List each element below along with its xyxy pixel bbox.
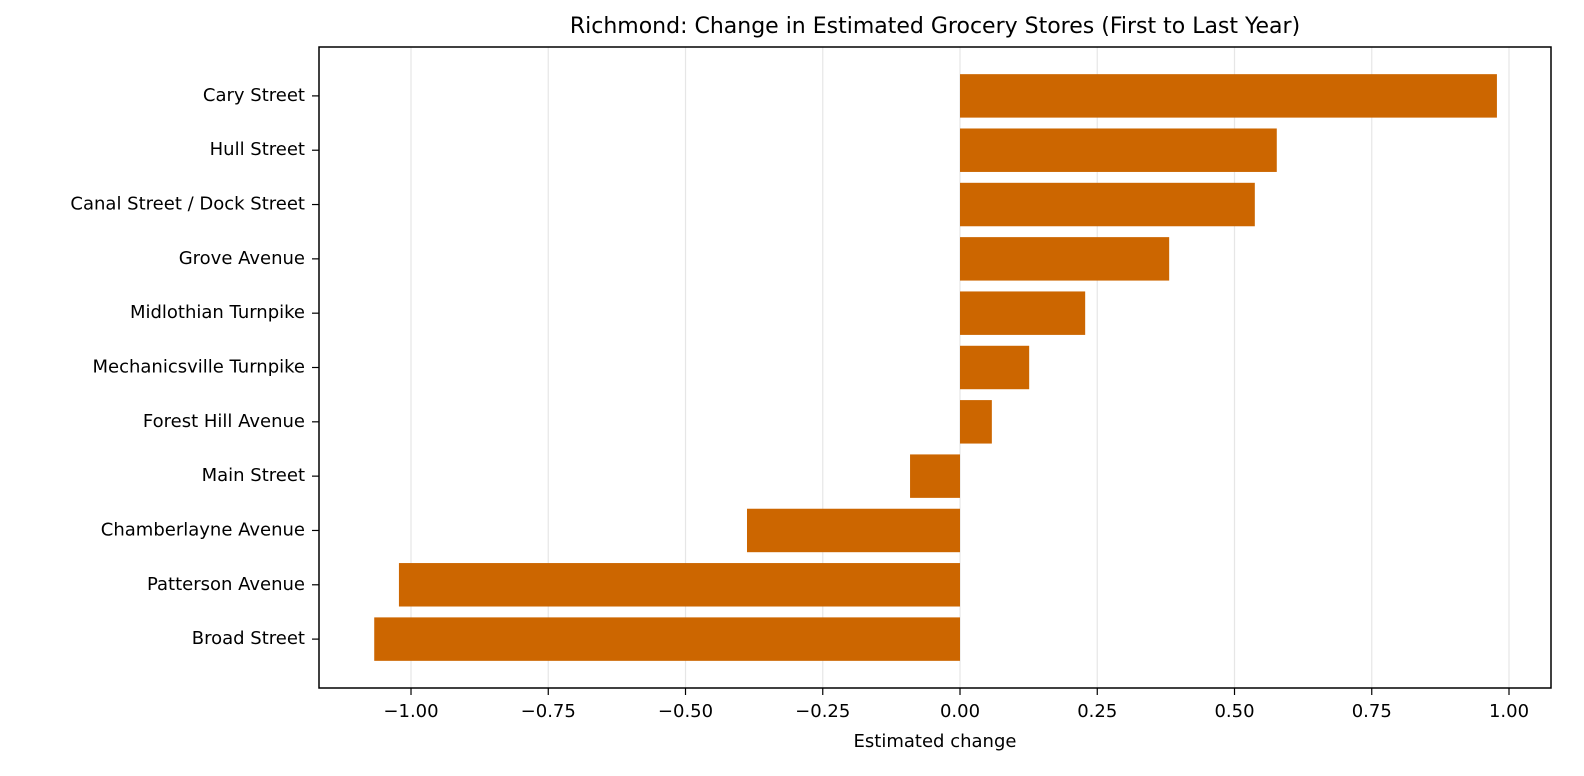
y-tick-label: Midlothian Turnpike [130,302,305,323]
x-tick-label: 0.50 [1214,701,1254,722]
x-tick-label: −0.25 [795,701,850,722]
bar [960,237,1170,281]
bar [960,182,1255,227]
y-tick-label: Patterson Avenue [147,574,305,595]
y-tick-label: Cary Street [203,85,305,106]
bar [374,617,961,661]
y-tick-label: Mechanicsville Turnpike [92,357,305,378]
x-tick-label: −0.50 [658,701,713,722]
bar [910,454,961,498]
y-tick-label: Grove Avenue [179,248,305,269]
chart-title: Richmond: Change in Estimated Grocery St… [570,14,1300,39]
x-tick-label: 0.00 [940,701,980,722]
y-tick-label: Chamberlayne Avenue [101,519,305,540]
bar [960,74,1497,118]
y-tick-label: Hull Street [210,139,305,160]
bar [960,400,992,444]
y-tick-label: Main Street [202,465,305,486]
x-axis-label: Estimated change [854,731,1017,752]
y-tick-label: Broad Street [192,628,305,649]
x-tick-label: −0.75 [521,701,576,722]
x-tick-label: −1.00 [383,701,438,722]
y-tick-label: Canal Street / Dock Street [70,194,305,215]
bar [398,563,961,607]
bar [960,345,1030,390]
x-tick-label: 0.75 [1352,701,1392,722]
bar [960,128,1277,172]
plot-frame [318,46,1552,689]
bar [746,508,961,553]
y-tick-label: Forest Hill Avenue [143,411,305,432]
x-tick-label: 0.25 [1077,701,1117,722]
x-tick-label: 1.00 [1489,701,1529,722]
bar [960,291,1086,335]
